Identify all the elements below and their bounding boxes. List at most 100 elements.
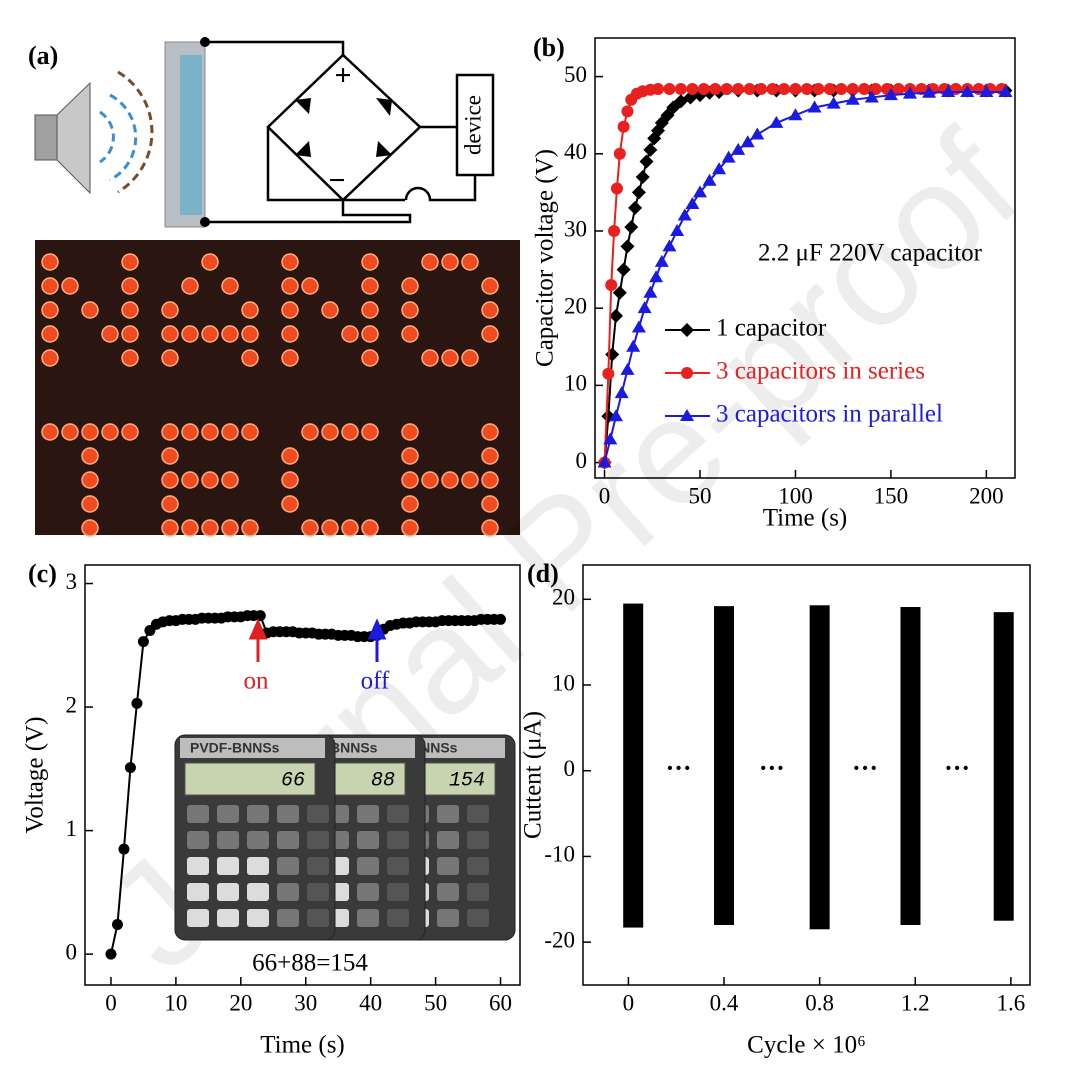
calculator-key bbox=[467, 883, 489, 901]
marker bbox=[635, 169, 650, 184]
led bbox=[121, 277, 139, 295]
marker bbox=[677, 208, 692, 221]
marker bbox=[605, 279, 618, 292]
led bbox=[281, 471, 299, 489]
marker bbox=[609, 308, 623, 323]
x-tick-label: 0 bbox=[599, 483, 611, 508]
led bbox=[221, 423, 239, 441]
led bbox=[41, 325, 59, 343]
current-block bbox=[900, 607, 921, 925]
led bbox=[121, 349, 139, 367]
calculator-key bbox=[357, 831, 379, 849]
led bbox=[341, 519, 359, 537]
led bbox=[481, 447, 499, 465]
led bbox=[81, 301, 99, 319]
calculator-key bbox=[187, 909, 209, 927]
led bbox=[281, 447, 299, 465]
calculator-key bbox=[467, 857, 489, 875]
led bbox=[461, 471, 479, 489]
marker bbox=[998, 85, 1013, 98]
axis-box bbox=[582, 564, 1031, 986]
led bbox=[301, 277, 319, 295]
marker bbox=[649, 270, 664, 283]
led bbox=[101, 325, 119, 343]
marker bbox=[960, 85, 975, 98]
led bbox=[441, 253, 459, 271]
marker bbox=[137, 636, 149, 648]
led bbox=[81, 495, 99, 513]
led bbox=[161, 495, 179, 513]
terminal bbox=[200, 217, 210, 227]
y-tick-label: 30 bbox=[564, 216, 587, 241]
plus: + bbox=[334, 59, 351, 92]
led bbox=[281, 495, 299, 513]
led bbox=[401, 325, 419, 343]
panel-label: (d) bbox=[527, 559, 559, 588]
marker bbox=[616, 262, 631, 277]
minus: − bbox=[328, 164, 345, 197]
led bbox=[81, 519, 99, 537]
calculator-key bbox=[247, 909, 269, 927]
calculator-key bbox=[357, 857, 379, 875]
led bbox=[321, 519, 339, 537]
off-label: off bbox=[361, 668, 390, 695]
marker bbox=[788, 108, 803, 121]
y-tick-label: 1 bbox=[66, 816, 78, 841]
marker bbox=[628, 200, 643, 215]
led bbox=[421, 471, 439, 489]
calculator-key bbox=[217, 857, 239, 875]
marker bbox=[864, 90, 879, 103]
marker bbox=[712, 162, 727, 175]
legend-label: 3 capacitors in parallel bbox=[716, 401, 943, 428]
y-axis-label: Voltage (V) bbox=[22, 717, 49, 834]
led bbox=[481, 277, 499, 295]
marker bbox=[609, 409, 623, 422]
panel-label: (b) bbox=[533, 33, 565, 62]
calculator-key bbox=[387, 831, 409, 849]
marker bbox=[621, 105, 634, 118]
calculator-key bbox=[307, 857, 329, 875]
calculator-key bbox=[357, 909, 379, 927]
gap-dots: ··· bbox=[852, 754, 878, 783]
marker bbox=[903, 86, 917, 99]
calculator-key bbox=[247, 857, 269, 875]
led bbox=[321, 301, 339, 319]
calculator-key bbox=[357, 883, 379, 901]
led bbox=[81, 423, 99, 441]
led bbox=[161, 447, 179, 465]
led bbox=[361, 325, 379, 343]
wave bbox=[99, 110, 115, 164]
led bbox=[81, 471, 99, 489]
speaker-cone bbox=[56, 81, 91, 195]
marker bbox=[617, 120, 630, 133]
calculator-key bbox=[247, 883, 269, 901]
wave bbox=[109, 93, 138, 182]
x-tick-label: 10 bbox=[164, 990, 187, 1015]
led bbox=[121, 301, 139, 319]
y-tick-label: 10 bbox=[564, 371, 587, 396]
led bbox=[401, 471, 419, 489]
led bbox=[221, 519, 239, 537]
marker bbox=[631, 185, 646, 200]
y-axis-label: Cuttent (μA) bbox=[520, 711, 547, 839]
led bbox=[241, 519, 259, 537]
gap-dots: ··· bbox=[666, 754, 692, 783]
y-tick-label: 3 bbox=[66, 569, 78, 594]
led bbox=[481, 301, 499, 319]
marker bbox=[624, 220, 639, 235]
led bbox=[121, 253, 139, 271]
calculator-key bbox=[437, 805, 459, 823]
marker bbox=[612, 285, 627, 300]
marker bbox=[846, 82, 859, 95]
led bbox=[361, 253, 379, 271]
led bbox=[301, 423, 319, 441]
marker bbox=[732, 82, 745, 95]
led bbox=[201, 519, 219, 537]
y-tick-label: 2 bbox=[66, 692, 78, 717]
calculator-key bbox=[187, 805, 209, 823]
calculator-key bbox=[277, 883, 299, 901]
calculator-display-text: 154 bbox=[449, 769, 485, 792]
led bbox=[201, 325, 219, 343]
marker bbox=[111, 918, 123, 930]
